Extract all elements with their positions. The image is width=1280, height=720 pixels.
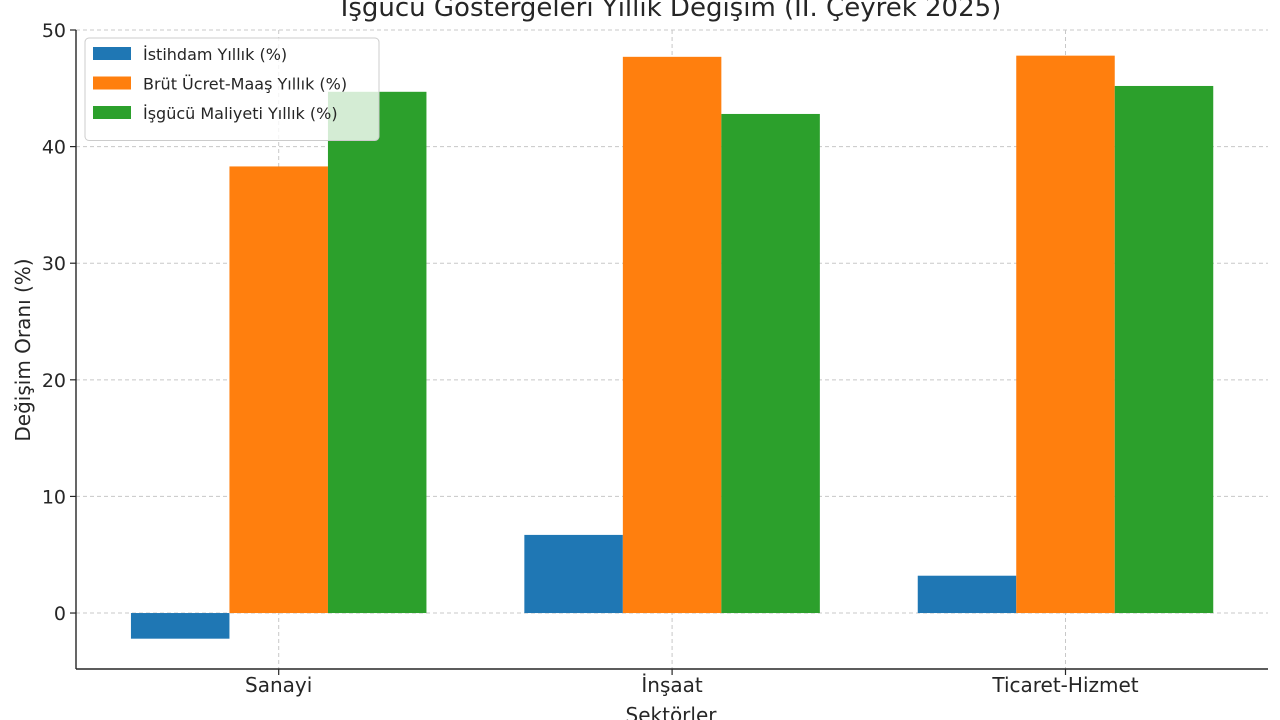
legend-label: İşgücü Maliyeti Yıllık (%) [143,104,338,123]
y-axis-label: Değişim Oranı (%) [11,258,35,441]
legend-label: İstihdam Yıllık (%) [143,45,287,64]
legend: İstihdam Yıllık (%) Brüt Ücret-Maaş Yıllı… [84,37,380,141]
legend-box [84,37,380,141]
bar-1-3 [917,575,1017,614]
legend-swatch [93,76,131,90]
bars-layer [130,55,1214,639]
bar-2-2 [622,56,722,614]
axes-layer: 0 10 20 30 40 50 Sanayi İnşaat Ticaret-Hizmet [42,20,1268,697]
x-tick-label: Sanayi [245,673,312,697]
y-tick-label: 10 [42,486,66,508]
bar-3-2 [721,113,820,614]
bar-2-3 [1016,55,1115,614]
y-tick-label: 0 [54,603,66,625]
x-tick-label: İnşaat [641,673,703,697]
x-tick-label: Ticaret-Hizmet [991,673,1138,697]
legend-swatch [93,47,131,60]
bar-1-1 [130,613,230,639]
bar-2-1 [229,166,328,614]
chart-title: İşgücü Göstergeleri Yıllık Değişim (II. … [341,0,1002,23]
y-tick-label: 50 [42,20,66,42]
legend-label: Brüt Ücret-Maaş Yıllık (%) [143,75,347,94]
y-tick-label: 30 [42,253,66,275]
bar-1-2 [524,534,623,614]
bar-3-3 [1114,85,1214,614]
legend-swatch [93,106,131,119]
x-axis-label: Sektörler [626,703,718,720]
y-tick-label: 20 [42,370,66,392]
bar-3-1 [327,91,427,614]
y-tick-label: 40 [42,137,66,159]
